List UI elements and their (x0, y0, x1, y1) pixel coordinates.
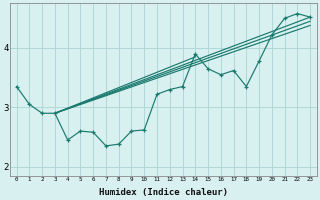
X-axis label: Humidex (Indice chaleur): Humidex (Indice chaleur) (99, 188, 228, 197)
